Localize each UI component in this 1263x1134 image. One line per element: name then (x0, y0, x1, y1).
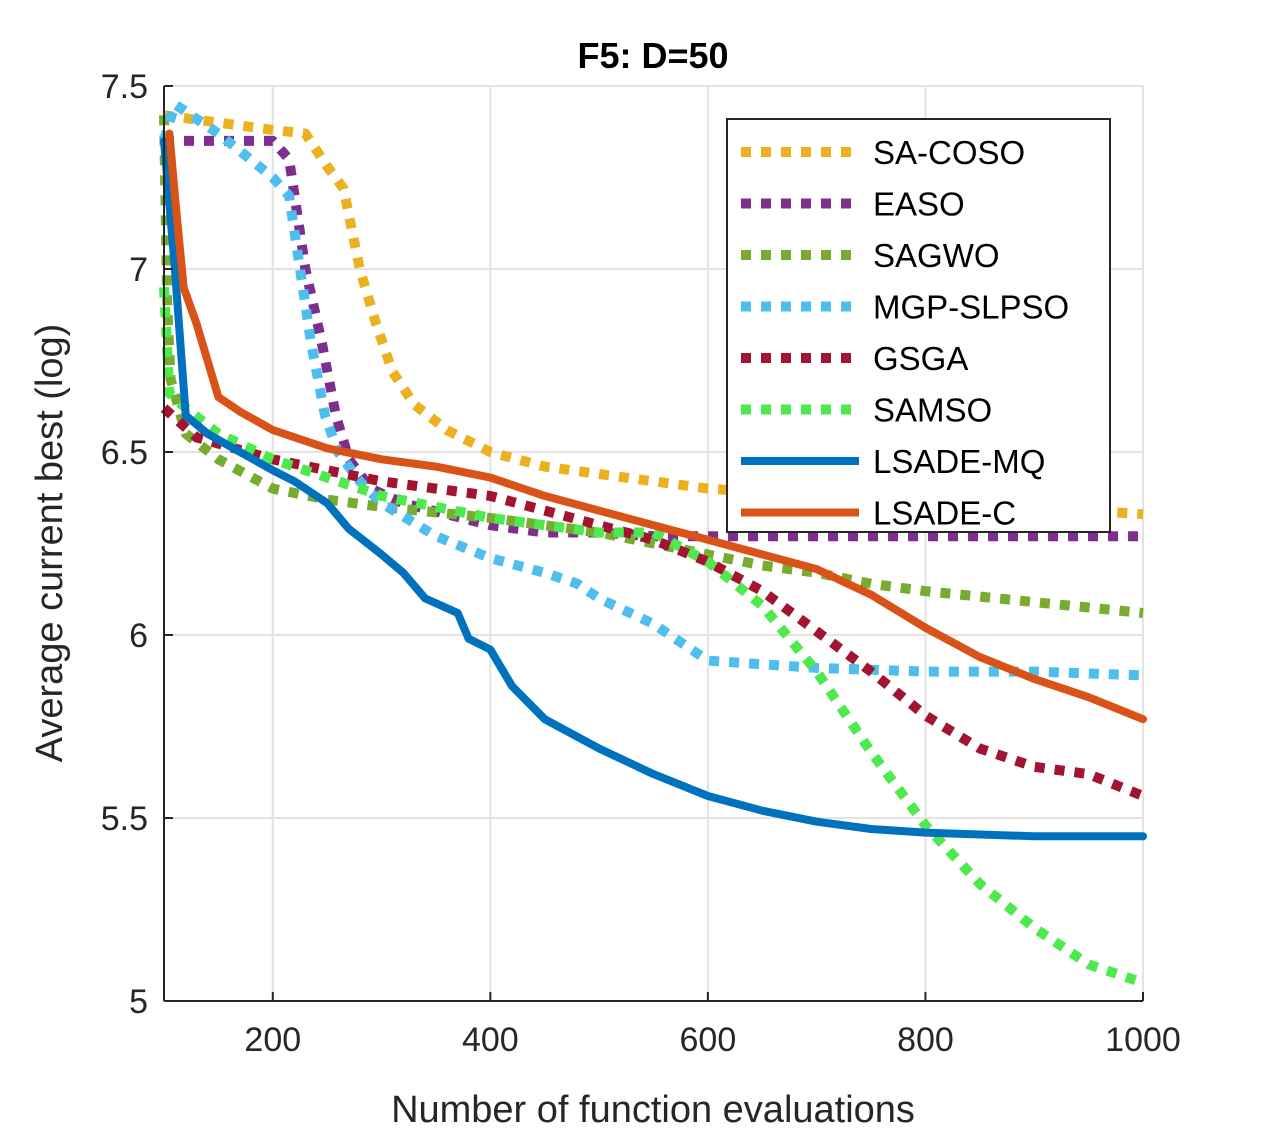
x-tick-label: 200 (244, 1021, 301, 1059)
y-tick-label: 7.5 (101, 68, 148, 106)
x-tick-label: 600 (680, 1021, 737, 1059)
legend-label: MGP-SLPSO (873, 289, 1069, 326)
x-tick-label: 1000 (1105, 1021, 1181, 1059)
legend-label: SAMSO (873, 392, 992, 429)
y-tick-label: 5.5 (101, 800, 148, 838)
series-line-gsga (160, 404, 1145, 801)
series-line-samso (159, 287, 1145, 988)
y-tick-label: 5 (129, 983, 148, 1021)
axes-layer (163, 86, 1143, 1002)
series-line-lsade-c (165, 129, 1147, 724)
legend-label: SA-COSO (873, 134, 1025, 171)
legend-label: LSADE-C (873, 495, 1016, 532)
y-tick-label: 6 (129, 617, 148, 655)
y-axis-label: Average current best (log) (29, 324, 71, 763)
y-tick-label: 6.5 (101, 434, 148, 472)
legend-label: SAGWO (873, 237, 1000, 274)
x-tick-label: 400 (462, 1021, 519, 1059)
legend-label: GSGA (873, 340, 968, 377)
legend-label: LSADE-MQ (873, 443, 1045, 480)
legend-label: EASO (873, 186, 965, 223)
y-tick-label: 7 (129, 251, 148, 289)
x-axis-label: Number of function evaluations (391, 1089, 915, 1131)
x-tick-label: 800 (897, 1021, 954, 1059)
legend: SA-COSO EASO SAGWO MGP-SLPSO GSGA SAMSO LSADE-… (726, 118, 1111, 533)
chart-title: F5: D=50 (577, 35, 728, 76)
series-line-lsade-mq (160, 136, 1147, 841)
ticks-layer: 200 400 600 800 1000 5 5.5 6 6.5 7 7.5 (101, 68, 1181, 1059)
